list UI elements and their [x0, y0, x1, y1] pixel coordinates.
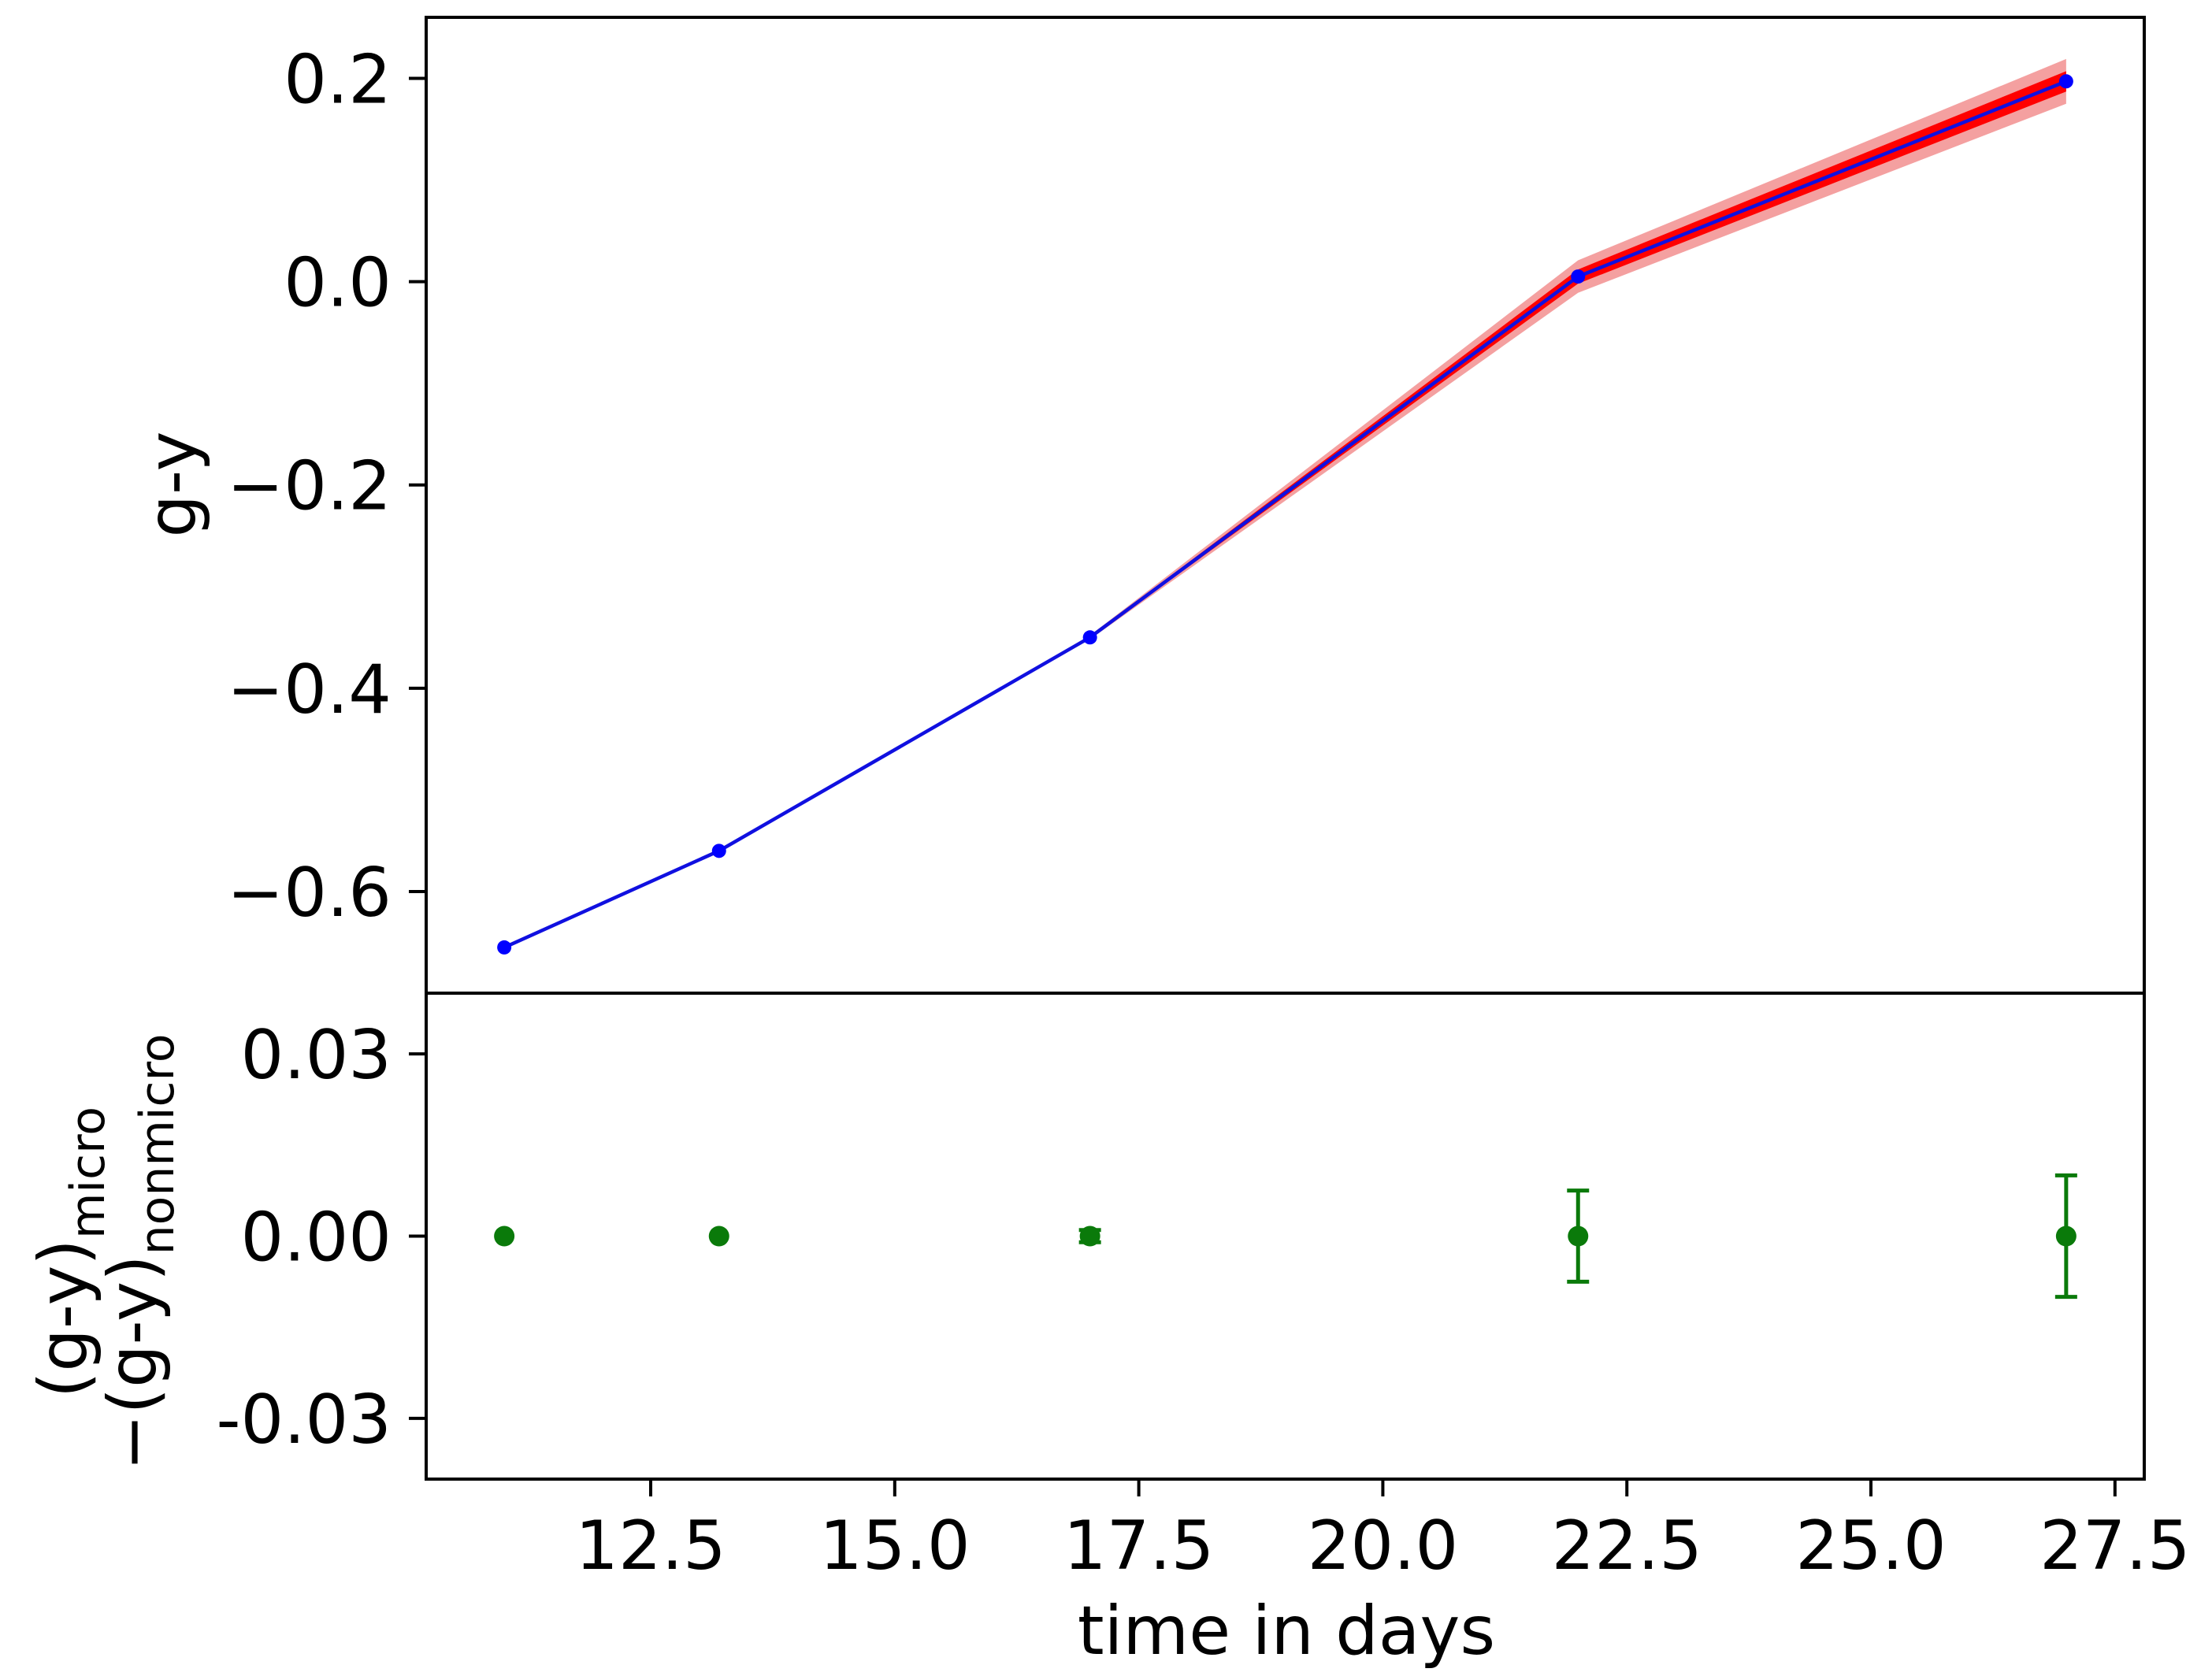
- bottom-y-axis-label-line2: −(g-y)nonmicro: [94, 1033, 185, 1470]
- g-y-point: [1571, 269, 1586, 284]
- g-y-point: [497, 940, 512, 955]
- bottom-y-tick-label: 0.03: [241, 1016, 392, 1095]
- bottom-y-tick-label: 0.00: [241, 1199, 392, 1277]
- x-tick-label: 15.0: [819, 1507, 970, 1585]
- g-y-point: [1082, 630, 1097, 645]
- bottom-panel: -0.03 0.00 0.03 12.5 15.0 17.5 20.0 22.5 25.0 27.…: [216, 992, 2191, 1585]
- axis-labels: g-y (g-y)micro −(g-y)nonmicro time in da…: [24, 431, 1495, 1670]
- difference-point: [2055, 1225, 2077, 1247]
- bottom-y-label-line1-main: (g-y): [24, 1239, 103, 1398]
- top-y-axis-label: g-y: [133, 431, 212, 537]
- difference-point: [1079, 1225, 1100, 1247]
- top-y-tick-label: −0.6: [227, 854, 392, 933]
- g-y-point: [711, 844, 726, 858]
- x-tick-label: 25.0: [1795, 1507, 1946, 1585]
- top-panel: −0.6 −0.4 −0.2 0.0 0.2: [227, 16, 2146, 995]
- difference-point: [708, 1225, 729, 1247]
- top-y-tick-label: −0.4: [227, 651, 392, 729]
- top-y-tick-label: 0.0: [284, 244, 392, 323]
- x-tick-label: 27.5: [2039, 1507, 2190, 1585]
- bottom-plot-frame: [425, 992, 2146, 1481]
- bottom-y-label-line2-main: −(g-y): [94, 1255, 173, 1470]
- top-y-tick-label: −0.2: [227, 447, 392, 526]
- top-y-tick-label: 0.2: [284, 40, 392, 119]
- bottom-y-axis-label-line1: (g-y)micro: [24, 1107, 116, 1398]
- bottom-y-label-line2-sub: nonmicro: [130, 1033, 185, 1255]
- bottom-y-label-line1-sub: micro: [61, 1107, 116, 1239]
- g-y-point: [2058, 74, 2073, 89]
- x-axis-label: time in days: [1078, 1592, 1495, 1670]
- x-tick-label: 12.5: [575, 1507, 726, 1585]
- difference-point: [494, 1225, 515, 1247]
- x-tick-label: 20.0: [1308, 1507, 1458, 1585]
- bottom-y-tick-label: -0.03: [216, 1381, 392, 1459]
- x-tick-label: 17.5: [1063, 1507, 1214, 1585]
- x-tick-label: 22.5: [1551, 1507, 1702, 1585]
- difference-point: [1568, 1225, 1589, 1247]
